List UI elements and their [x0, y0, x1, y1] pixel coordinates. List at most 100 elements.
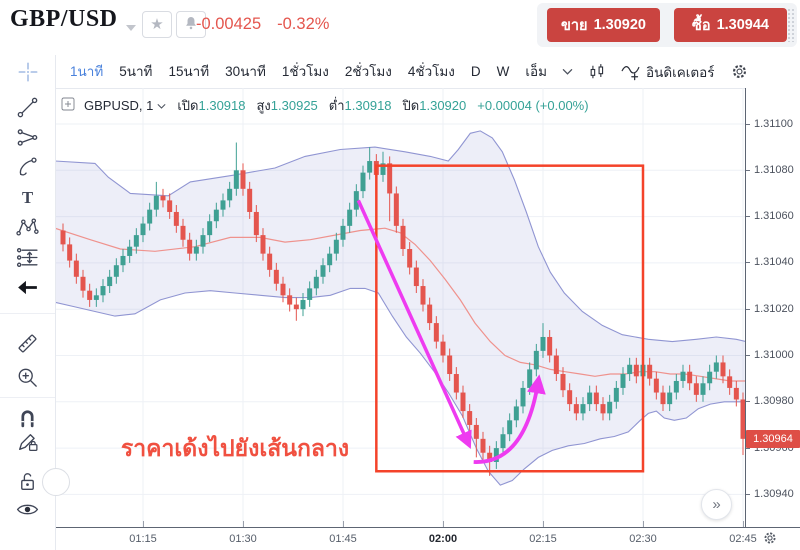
candle-body [700, 383, 706, 395]
tool-draw-lock-button[interactable] [15, 429, 40, 454]
candle-body [413, 267, 419, 287]
candle-body [647, 364, 653, 379]
candle-body [573, 404, 579, 414]
candle-body [587, 392, 593, 405]
magnet-icon [21, 410, 34, 428]
time-axis-label: 01:30 [229, 533, 257, 545]
scroll-to-latest-button[interactable]: » [701, 489, 732, 520]
candle-body [73, 260, 79, 277]
candle-body [680, 371, 686, 381]
candle-body [313, 276, 319, 289]
candle-body [553, 355, 559, 375]
tool-pattern-button[interactable] [15, 215, 40, 240]
time-tick-mark [643, 521, 644, 527]
tool-fib-button[interactable] [15, 125, 40, 150]
candle-body [347, 209, 353, 226]
interval-button-d[interactable]: D [470, 64, 481, 79]
price-tick-mark [746, 447, 750, 449]
candle-body [540, 336, 546, 351]
interval-button-1h[interactable]: 1ชั่วโมง [281, 64, 329, 79]
tool-magnet-button[interactable] [15, 405, 40, 430]
time-tick-mark [443, 521, 444, 527]
pattern-tool-icon [16, 218, 39, 236]
interval-button-2h[interactable]: 2ชั่วโมง [344, 64, 392, 79]
candle-body [427, 304, 433, 324]
candle-body [193, 246, 199, 254]
brush-icon [19, 157, 37, 176]
buy-button[interactable]: ซื้อ 1.30944 [674, 8, 787, 42]
annotation-text[interactable]: ราคาเด้งไปยังเส้นกลาง [121, 434, 349, 461]
annotation-arrow-down[interactable] [356, 199, 472, 450]
candle-body [513, 406, 519, 421]
tool-position-button[interactable] [15, 245, 40, 270]
annotation-arrow-curved[interactable] [473, 374, 546, 464]
chart-type-button[interactable] [580, 62, 614, 82]
tool-text-button[interactable]: T [15, 185, 40, 210]
candle-body [107, 276, 113, 287]
add-symbol-icon[interactable] [60, 96, 76, 115]
alert-button[interactable] [176, 11, 206, 38]
candle-body [547, 336, 553, 356]
price-axis-label: 1.31020 [754, 302, 794, 315]
price-axis[interactable]: 1.31100 1.31080 1.31060 1.31040 1.31020 1.310… [745, 88, 800, 527]
chevron-down-icon[interactable] [157, 98, 166, 113]
ohlc-high: สูง1.30925 [256, 98, 318, 113]
settings-gear-button[interactable] [723, 62, 756, 81]
price-change-percent: -0.32% [277, 15, 330, 33]
sell-button[interactable]: ขาย 1.30920 [547, 8, 660, 42]
symbol-title: GBP/USD [10, 6, 118, 32]
candle-body [567, 390, 573, 405]
tool-trend-line-button[interactable] [15, 95, 40, 120]
rail-separator [0, 313, 55, 314]
time-tick-mark [743, 521, 744, 527]
tool-brush-button[interactable] [15, 155, 40, 180]
time-axis[interactable]: 01:15 01:30 01:45 02:00 02:15 02:30 02:45 [0, 521, 800, 550]
candle-body [440, 341, 446, 356]
axis-settings-gear-icon[interactable] [762, 530, 778, 550]
candle-body [240, 170, 246, 189]
favorite-button[interactable]: ★ [142, 11, 172, 38]
candle-body [713, 362, 719, 372]
candle-body [220, 200, 226, 210]
crosshair-tool-button[interactable] [0, 55, 56, 88]
candle-body [507, 420, 513, 435]
eye-icon [16, 504, 39, 515]
tool-lock-open-button[interactable] [15, 469, 40, 494]
candle-body [653, 378, 659, 393]
candle-body [213, 209, 219, 222]
candle-body [140, 223, 146, 236]
candle-body [533, 350, 539, 370]
rail-edge-button[interactable] [42, 468, 70, 496]
interval-button-30m[interactable]: 30นาที [225, 64, 266, 79]
annotation-rectangle[interactable] [375, 164, 645, 473]
candle-body [60, 230, 66, 245]
candle-body [153, 195, 159, 210]
chart-canvas[interactable]: ราคาเด้งไปยังเส้นกลาง [55, 88, 745, 527]
chart-symbol-label[interactable]: GBPUSD, 1 [84, 98, 154, 113]
interval-button-1m[interactable]: 1นาที [70, 64, 104, 79]
interval-button-w[interactable]: W [496, 64, 510, 79]
candle-body [527, 369, 533, 388]
interval-button-5m[interactable]: 5นาที [119, 64, 153, 79]
interval-button-15m[interactable]: 15นาที [168, 64, 210, 79]
chart-toolbar: 1นาที 5นาที 15นาที 30นาที 1ชั่วโมง 2ชั่วโมง 4ช… [0, 55, 800, 89]
candle-body [687, 371, 693, 384]
tool-eye-button[interactable] [15, 497, 40, 522]
candle-body [607, 401, 613, 414]
candle-body [93, 295, 99, 300]
candle-body [367, 161, 373, 173]
price-tick-mark [746, 308, 750, 310]
indicators-button[interactable]: อินดิเคเตอร์ [614, 61, 721, 83]
ruler-icon [18, 334, 37, 353]
interval-button-4h[interactable]: 4ชั่วโมง [407, 64, 455, 79]
tool-zoom-in-button[interactable] [15, 365, 40, 390]
tool-ruler-button[interactable] [15, 331, 40, 356]
candle-body [500, 434, 506, 449]
symbol-dropdown-icon[interactable] [124, 20, 138, 38]
interval-button-m[interactable]: เอ็ม [525, 64, 548, 79]
tool-arrow-left-button[interactable] [15, 275, 40, 300]
candle-body [87, 290, 93, 300]
price-change-absolute: -0.00425 [196, 15, 262, 33]
interval-dropdown-icon[interactable] [555, 68, 580, 76]
